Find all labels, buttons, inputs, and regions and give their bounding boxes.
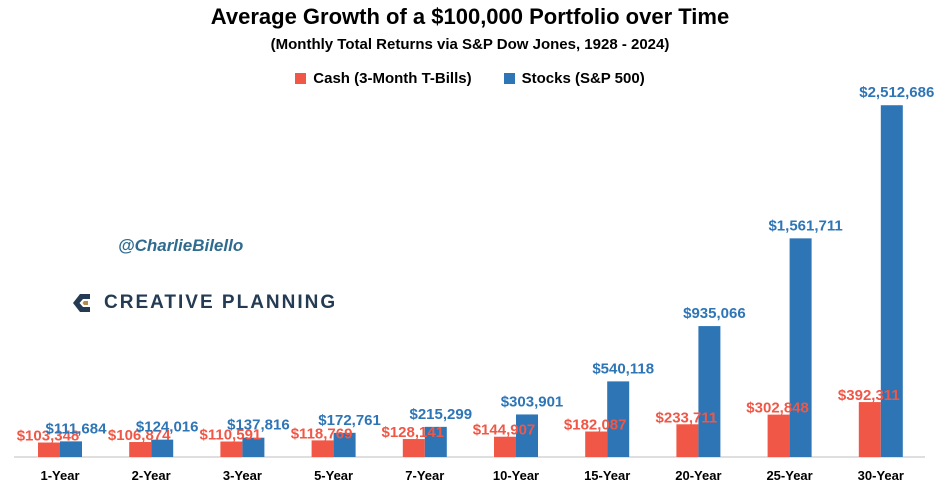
- stocks-bar-5-year: [333, 432, 356, 457]
- cash-data-label-2-year: $106,874: [108, 427, 171, 444]
- stocks-bar-10-year: [516, 414, 538, 457]
- chart-title: Average Growth of a $100,000 Portfolio o…: [210, 4, 730, 29]
- x-tick-label-10-year: 10-Year: [493, 468, 539, 483]
- author-handle: @CharlieBilello: [118, 236, 244, 255]
- chart-subtitle: (Monthly Total Returns via S&P Dow Jones…: [270, 36, 670, 53]
- cash-data-label-5-year: $118,769: [291, 425, 353, 442]
- stocks-data-label-25-year: $1,561,711: [768, 217, 842, 234]
- x-tick-label-7-year: 7-Year: [405, 468, 444, 483]
- x-tick-label-3-year: 3-Year: [223, 468, 262, 483]
- cash-bar-7-year: [402, 439, 425, 457]
- cash-bar-15-year: [585, 431, 608, 457]
- creative-planning-logo-icon: [73, 294, 90, 312]
- stocks-bar-1-year: [60, 441, 82, 457]
- legend-swatch-stocks: [503, 73, 515, 84]
- x-tick-label-20-year: 20-Year: [675, 468, 721, 483]
- stocks-data-label-3-year: $137,816: [227, 417, 290, 434]
- creative-planning-logo: CREATIVE PLANNING: [70, 290, 337, 316]
- stocks-bar-25-year: [789, 238, 812, 457]
- legend-swatch-cash: [295, 73, 307, 84]
- stocks-data-label-15-year: $540,118: [592, 360, 654, 377]
- cash-bar-3-year: [220, 441, 243, 457]
- stocks-data-label-10-year: $303,901: [501, 393, 564, 410]
- legend: Cash (3-Month T-Bills) Stocks (S&P 500): [0, 70, 940, 87]
- cash-bar-1-year: [38, 442, 60, 457]
- stocks-bar-30-year: [880, 105, 903, 457]
- cash-data-label-10-year: $144,907: [473, 422, 536, 439]
- stocks-data-label-7-year: $215,299: [410, 406, 473, 423]
- x-tick-label-5-year: 5-Year: [314, 468, 353, 483]
- cash-data-label-30-year: $392,311: [838, 387, 900, 404]
- x-tick-label-25-year: 25-Year: [766, 468, 812, 483]
- cash-bar-2-year: [129, 442, 152, 457]
- stocks-bar-2-year: [151, 439, 174, 457]
- cash-data-label-1-year: $103,348: [17, 428, 80, 445]
- legend-label-cash: Cash (3-Month T-Bills): [313, 70, 472, 87]
- x-tick-label-1-year: 1-Year: [40, 468, 79, 483]
- stocks-data-label-1-year: $111,684: [46, 420, 108, 437]
- stocks-data-label-20-year: $935,066: [683, 305, 746, 322]
- stocks-data-label-5-year: $172,761: [318, 412, 381, 429]
- cash-bar-5-year: [311, 440, 334, 457]
- legend-label-stocks: Stocks (S&P 500): [521, 70, 645, 87]
- stocks-bar-3-year: [242, 437, 265, 457]
- stocks-bar-15-year: [607, 381, 630, 457]
- cash-data-label-20-year: $233,711: [656, 409, 718, 426]
- cash-bar-25-year: [767, 414, 790, 457]
- cash-data-label-25-year: $302,848: [746, 400, 809, 417]
- logo-text: CREATIVE PLANNING: [104, 292, 338, 313]
- cash-data-label-7-year: $128,141: [382, 424, 445, 441]
- stocks-data-label-2-year: $124,016: [136, 419, 199, 436]
- cash-data-label-3-year: $110,591: [200, 427, 262, 444]
- x-tick-label-15-year: 15-Year: [584, 468, 630, 483]
- x-tick-label-30-year: 30-Year: [858, 468, 904, 483]
- legend-item-stocks: Stocks (S&P 500): [503, 70, 645, 87]
- cash-data-label-15-year: $182,087: [564, 417, 627, 434]
- x-tick-label-2-year: 2-Year: [132, 468, 171, 483]
- legend-item-cash: Cash (3-Month T-Bills): [295, 70, 472, 87]
- cash-bar-10-year: [494, 436, 516, 457]
- stocks-bar-20-year: [698, 326, 721, 457]
- cash-bar-30-year: [858, 402, 881, 457]
- stocks-bar-7-year: [424, 426, 447, 457]
- cash-bar-20-year: [676, 424, 699, 457]
- stocks-data-label-30-year: $2,512,686: [859, 84, 934, 101]
